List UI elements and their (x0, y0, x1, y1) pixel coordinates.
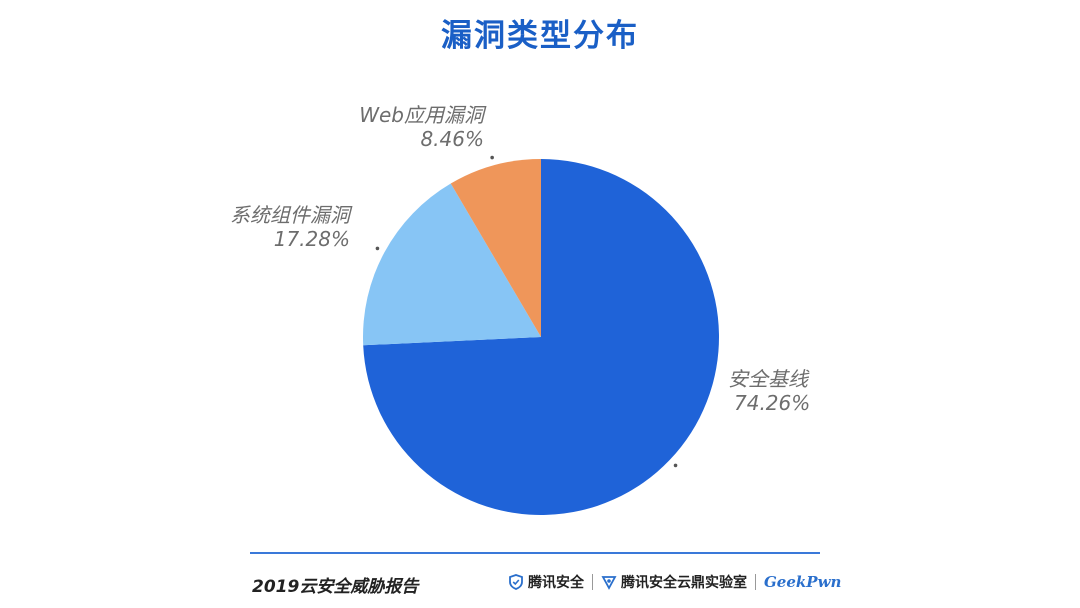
slice-value-label: 74.26% (734, 391, 810, 415)
chart-title: 漏洞类型分布 (441, 18, 639, 54)
footer-logos: 腾讯安全 腾讯安全云鼎实验室 GeekPwn (508, 572, 841, 592)
logo1-text: 腾讯安全 (528, 575, 584, 591)
pie-slice (450, 159, 541, 337)
leader-dot (673, 463, 678, 468)
report-title: 2019云安全威胁报告 (252, 577, 419, 597)
slice-name-label: Web应用漏洞 (359, 103, 487, 127)
pie-slice (363, 183, 541, 346)
tencent-security-logo: 腾讯安全 (508, 572, 584, 592)
slice-value-label: 8.46% (420, 127, 484, 151)
geekpwn-logo: GeekPwn (764, 573, 841, 591)
leader-dot (490, 155, 494, 160)
logo2-text: 腾讯安全云鼎实验室 (621, 575, 747, 591)
cloud-lab-logo: 腾讯安全云鼎实验室 (601, 572, 747, 592)
shield-icon (509, 574, 523, 590)
logo3-text: GeekPwn (764, 573, 842, 591)
slice-name-label: 安全基线 (728, 367, 810, 391)
slice-value-label: 17.28% (274, 227, 350, 251)
leader-dot (375, 246, 380, 251)
logo-separator (755, 574, 756, 590)
slice-name-label: 系统组件漏洞 (230, 203, 353, 227)
pie-slices (363, 159, 720, 515)
pie-slice (363, 159, 720, 515)
footer-divider (250, 552, 820, 554)
cloud-lab-icon (601, 576, 617, 590)
logo-separator (592, 574, 593, 590)
leader-dots (375, 155, 678, 468)
